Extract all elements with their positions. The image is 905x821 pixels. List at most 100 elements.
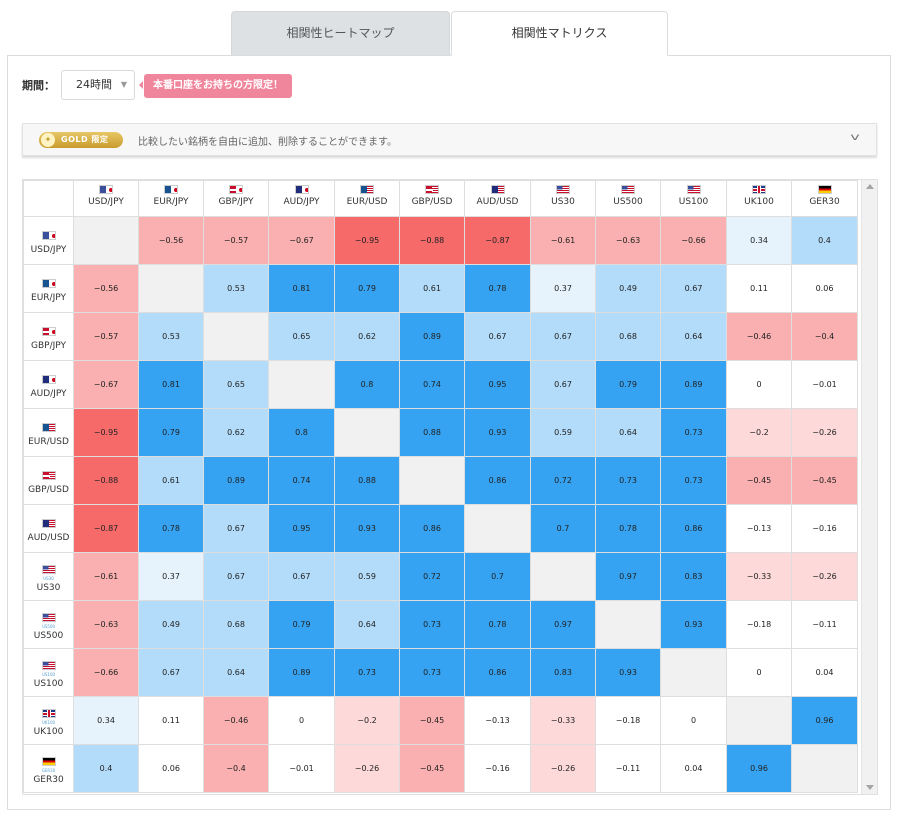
gold-coin-icon: ✦ <box>41 133 55 147</box>
correlation-cell: 0.61 <box>399 264 465 313</box>
correlation-cell: −0.4 <box>791 312 858 361</box>
correlation-cell: 0.79 <box>268 600 335 649</box>
correlation-cell: 0.93 <box>660 600 727 649</box>
eur-usd-flag-icon <box>360 185 374 194</box>
correlation-cell: −0.33 <box>726 552 792 601</box>
row-header-sublabel: US100 <box>41 672 56 677</box>
diagonal-cell <box>726 696 792 745</box>
correlation-cell: 0.73 <box>399 648 465 697</box>
column-header-label: US100 <box>678 197 709 207</box>
row-header-label: AUD/JPY <box>30 389 67 399</box>
correlation-cell: −0.16 <box>791 504 858 553</box>
correlation-cell: −0.95 <box>334 216 400 265</box>
row-header: USD/JPY <box>23 216 74 265</box>
correlation-cell: −0.61 <box>73 552 139 601</box>
eur-jpy-flag-icon <box>41 279 56 288</box>
correlation-cell: 0.67 <box>203 504 269 553</box>
correlation-cell: 0.88 <box>334 456 400 505</box>
correlation-cell: 0.68 <box>203 600 269 649</box>
gold-badge: ✦ GOLD 限定 <box>39 132 123 148</box>
correlation-cell: 0.96 <box>726 744 792 793</box>
correlation-cell: 0.78 <box>464 600 531 649</box>
correlation-cell: −0.87 <box>73 504 139 553</box>
correlation-cell: −0.56 <box>138 216 204 265</box>
matrix-row: UK100 UK100 0.34 0.11 −0.46 0 −0.2 −0.45 −0.13 −0… <box>23 696 858 745</box>
correlation-cell: 0.78 <box>138 504 204 553</box>
correlation-cell: 0.04 <box>791 648 858 697</box>
correlation-cell: 0.73 <box>660 408 727 457</box>
correlation-cell: −0.2 <box>334 696 400 745</box>
correlation-cell: −0.11 <box>595 744 661 793</box>
correlation-cell: 0.89 <box>203 456 269 505</box>
chevron-down-icon: ▼ <box>120 80 127 89</box>
scroll-down-icon[interactable] <box>866 785 874 790</box>
header-row: USD/JPY EUR/JPY GBP/JPY AUD/JPY EUR/USD GBP/U… <box>23 180 858 217</box>
correlation-cell: 0.62 <box>334 312 400 361</box>
correlation-cell: −0.46 <box>203 696 269 745</box>
correlation-cell: −0.11 <box>791 600 858 649</box>
gbp-jpy-flag-icon <box>229 185 243 194</box>
diagonal-cell <box>660 648 727 697</box>
correlation-cell: 0 <box>660 696 727 745</box>
column-header-label: US30 <box>551 197 575 207</box>
gbp-jpy-flag-icon <box>41 327 56 336</box>
period-label: 期間： <box>22 79 55 92</box>
correlation-cell: 0.8 <box>334 360 400 409</box>
aud-jpy-flag-icon <box>294 185 309 194</box>
correlation-cell: 0.67 <box>464 312 531 361</box>
row-header: US100 US100 <box>23 648 74 697</box>
column-header-label: GBP/USD <box>411 197 453 207</box>
column-header-label: US500 <box>613 197 643 207</box>
correlation-cell: 0.86 <box>660 504 727 553</box>
row-header: GBP/USD <box>23 456 74 505</box>
column-header: US500 <box>595 180 661 217</box>
correlation-cell: 0.73 <box>595 456 661 505</box>
diagonal-cell <box>595 600 661 649</box>
matrix-scrollbar[interactable] <box>861 180 877 794</box>
correlation-cell: 0.93 <box>334 504 400 553</box>
row-header: GER30 GER30 <box>23 744 74 793</box>
correlation-cell: −0.4 <box>203 744 269 793</box>
correlation-cell: 0.65 <box>268 312 335 361</box>
correlation-cell: −0.63 <box>73 600 139 649</box>
matrix-row: EUR/JPY −0.56 0.53 0.81 0.79 0.61 0.78 0.37 0.49… <box>23 264 858 313</box>
period-select[interactable]: 24時間 ▼ <box>61 70 135 100</box>
scroll-up-icon[interactable] <box>866 184 874 189</box>
correlation-cell: 0.37 <box>138 552 204 601</box>
correlation-cell: 0.83 <box>530 648 596 697</box>
row-header: GBP/JPY <box>23 312 74 361</box>
us-flag-icon <box>621 185 635 194</box>
correlation-cell: 0.79 <box>595 360 661 409</box>
correlation-cell: 0.4 <box>791 216 858 265</box>
diagonal-cell <box>530 552 596 601</box>
expand-chevron-icon[interactable]: v <box>850 132 860 143</box>
correlation-cell: 0.8 <box>268 408 335 457</box>
correlation-cell: 0.04 <box>660 744 727 793</box>
column-header-label: AUD/USD <box>476 197 519 207</box>
gbp-usd-flag-icon <box>425 185 439 194</box>
aud-usd-flag-icon <box>41 519 56 528</box>
correlation-cell: −0.01 <box>268 744 335 793</box>
correlation-cell: 0.67 <box>138 648 204 697</box>
correlation-cell: 0.81 <box>268 264 335 313</box>
correlation-cell: 0.49 <box>595 264 661 313</box>
tab-heatmap[interactable]: 相関性ヒートマップ <box>231 11 450 56</box>
correlation-cell: 0.67 <box>203 552 269 601</box>
correlation-cell: 0.79 <box>138 408 204 457</box>
correlation-cell: 0.59 <box>334 552 400 601</box>
correlation-cell: 0.96 <box>791 696 858 745</box>
correlation-cell: 0.67 <box>530 360 596 409</box>
correlation-cell: 0.73 <box>399 600 465 649</box>
row-header-label: EUR/USD <box>28 437 69 447</box>
gold-feature-bar[interactable]: ✦ GOLD 限定 比較したい銘柄を自由に追加、削除することができます。 v <box>22 123 877 156</box>
eur-jpy-flag-icon <box>164 185 178 194</box>
diagonal-cell <box>203 312 269 361</box>
row-header-sublabel: US30 <box>43 576 54 581</box>
correlation-cell: 0 <box>726 360 792 409</box>
tab-matrix[interactable]: 相関性マトリクス <box>451 11 668 56</box>
column-header: GER30 <box>791 180 858 217</box>
correlation-cell: 0.37 <box>530 264 596 313</box>
matrix-row: GER30 GER30 0.4 0.06 −0.4 −0.01 −0.26 −0.45 −0.1… <box>23 744 858 793</box>
corner-cell <box>23 180 74 217</box>
de-flag-icon <box>41 757 56 766</box>
